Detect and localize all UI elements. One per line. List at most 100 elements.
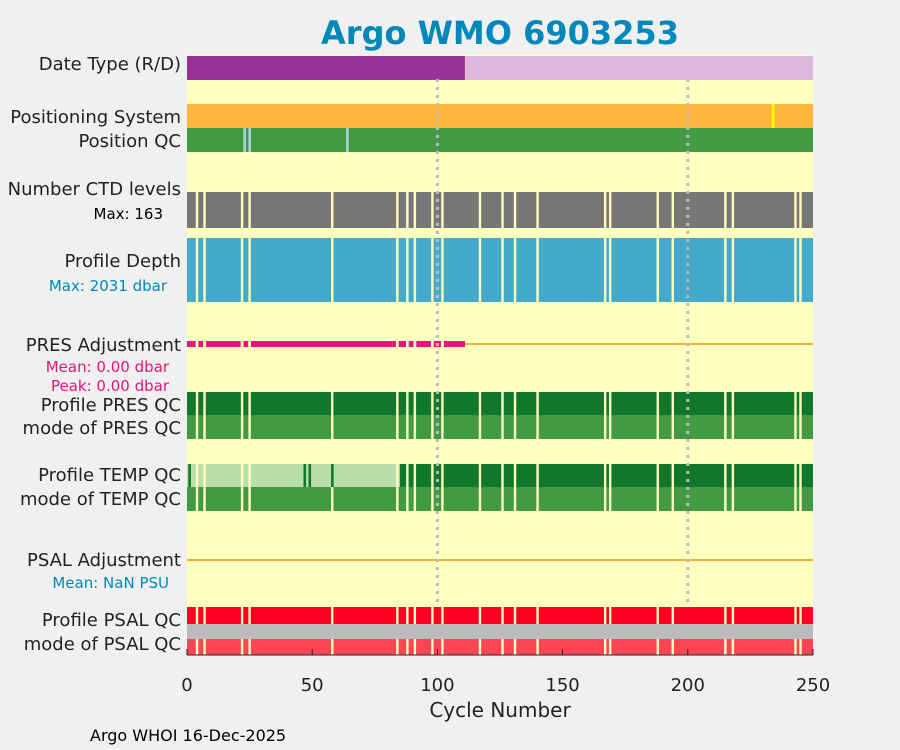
- profile-temp-qc-gap: [608, 464, 612, 487]
- x-tick-label-0: 0: [181, 675, 192, 696]
- mode-psal-qc-gap: [413, 639, 417, 655]
- mode-pres-qc-bar: [187, 415, 813, 439]
- mode-temp-qc-gap: [203, 487, 206, 511]
- mode-temp-qc-gap: [724, 487, 727, 511]
- mode-pres-qc-gap: [406, 415, 409, 439]
- mode-pres-qc-gap: [331, 415, 334, 439]
- mode-temp-qc-gap: [396, 487, 399, 511]
- profile-pres-qc-gap: [240, 392, 244, 415]
- profile-psal-qc-gap: [396, 607, 399, 624]
- profile-temp-qc-marker: [308, 464, 312, 487]
- profile-temp-qc-gap: [671, 464, 674, 487]
- profile-psal-qc-gap: [608, 607, 612, 624]
- x-tick-label-100: 100: [420, 675, 454, 696]
- profile-depth-gap: [240, 238, 244, 302]
- pres-adjustment-gap: [441, 340, 444, 348]
- mode-pres-qc-gap: [731, 415, 735, 439]
- profile-pres-qc-gap: [731, 392, 735, 415]
- mode-psal-qc-gap: [441, 639, 444, 655]
- label-date-type: Date Type (R/D): [39, 54, 181, 75]
- ctd-levels-gap: [478, 192, 482, 228]
- profile-depth-gap: [603, 238, 607, 302]
- pres-adjustment-gap: [405, 340, 409, 348]
- ctd-levels-gap: [248, 192, 251, 228]
- mode-temp-qc-gap: [441, 487, 444, 511]
- mode-temp-qc-bar: [187, 487, 813, 511]
- profile-temp-qc-gap: [603, 464, 607, 487]
- profile-psal-qc-gap: [478, 607, 482, 624]
- mode-temp-qc-gap: [248, 487, 251, 511]
- pres-adjustment-gap: [413, 340, 417, 348]
- mode-psal-qc-gap: [240, 639, 244, 655]
- mode-psal-qc-gap: [396, 639, 399, 655]
- ctd-levels-gap: [799, 192, 802, 228]
- mode-temp-qc-gap: [656, 487, 659, 511]
- mode-pres-qc-gap: [413, 415, 417, 439]
- mode-pres-qc-gap: [794, 415, 797, 439]
- mode-temp-qc-gap: [240, 487, 244, 511]
- mode-temp-qc-gap: [195, 487, 199, 511]
- profile-depth-gap: [203, 238, 206, 302]
- positioning-system-marker: [771, 104, 775, 128]
- position-qc-bar: [187, 128, 813, 152]
- ctd-levels-gap: [240, 192, 244, 228]
- mode-pres-qc-gap: [203, 415, 206, 439]
- mode-psal-qc-gap: [203, 639, 206, 655]
- profile-psal-qc-gap: [731, 607, 735, 624]
- profile-depth-gap: [608, 238, 612, 302]
- profile-depth-gap: [731, 238, 735, 302]
- ctd-levels-bar: [187, 192, 813, 228]
- profile-temp-qc-gap: [203, 464, 206, 487]
- mode-temp-qc-gap: [603, 487, 607, 511]
- profile-pres-qc-gap: [513, 392, 517, 415]
- pres-adjustment-gap: [203, 340, 206, 348]
- mode-psal-qc-gap: [431, 639, 434, 655]
- mode-psal-qc-gap: [478, 639, 482, 655]
- mode-psal-qc-bar: [187, 639, 813, 655]
- ctd-levels-gap: [724, 192, 727, 228]
- profile-pres-qc-gap: [431, 392, 434, 415]
- mode-psal-qc-gap: [248, 639, 251, 655]
- profile-depth-gap: [536, 238, 539, 302]
- ctd-levels-gap: [331, 192, 334, 228]
- profile-temp-qc-gap: [248, 464, 251, 487]
- label-pres-mean: Mean: 0.00 dbar: [46, 358, 170, 376]
- profile-temp-qc-gap: [501, 464, 504, 487]
- data-bars: [187, 56, 813, 655]
- profile-pres-qc-gap: [203, 392, 206, 415]
- label-pres-adjustment: PRES Adjustment: [26, 335, 181, 356]
- mode-temp-qc-gap: [794, 487, 797, 511]
- x-axis: 0 50 100 150 200 250: [181, 649, 830, 696]
- profile-pres-qc-gap: [536, 392, 539, 415]
- mode-pres-qc-gap: [431, 415, 434, 439]
- mode-temp-qc-gap: [406, 487, 409, 511]
- profile-pres-qc-gap: [478, 392, 482, 415]
- profile-psal-qc-gap: [248, 607, 251, 624]
- profile-psal-qc-gap: [536, 607, 539, 624]
- label-position-qc: Position QC: [78, 131, 181, 152]
- profile-temp-qc-segment: [399, 464, 813, 487]
- profile-psal-qc-gap: [501, 607, 504, 624]
- label-mode-psal-qc: mode of PSAL QC: [24, 634, 181, 655]
- profile-pres-qc-gap: [406, 392, 409, 415]
- mode-psal-qc-gap: [799, 639, 802, 655]
- mode-psal-qc-gap: [724, 639, 727, 655]
- mode-psal-qc-gap: [195, 639, 199, 655]
- profile-temp-qc-gap: [240, 464, 244, 487]
- ctd-levels-gap: [513, 192, 517, 228]
- profile-pres-qc-gap: [724, 392, 727, 415]
- profile-depth-gap: [656, 238, 659, 302]
- profile-psal-qc-gap: [513, 607, 517, 624]
- label-profile-temp-qc: Profile TEMP QC: [38, 465, 181, 486]
- profile-depth-gap: [513, 238, 517, 302]
- ctd-levels-gap: [195, 192, 199, 228]
- x-tick-label-200: 200: [671, 675, 705, 696]
- label-ctd-max: Max: 163: [94, 205, 163, 223]
- profile-temp-qc-gap: [195, 464, 199, 487]
- profile-psal-qc-gap: [799, 607, 802, 624]
- profile-pres-qc-gap: [671, 392, 674, 415]
- label-psal-mean: Mean: NaN PSU: [52, 574, 169, 592]
- pres-adjustment-markers: [187, 341, 465, 347]
- profile-depth-bar: [187, 238, 813, 302]
